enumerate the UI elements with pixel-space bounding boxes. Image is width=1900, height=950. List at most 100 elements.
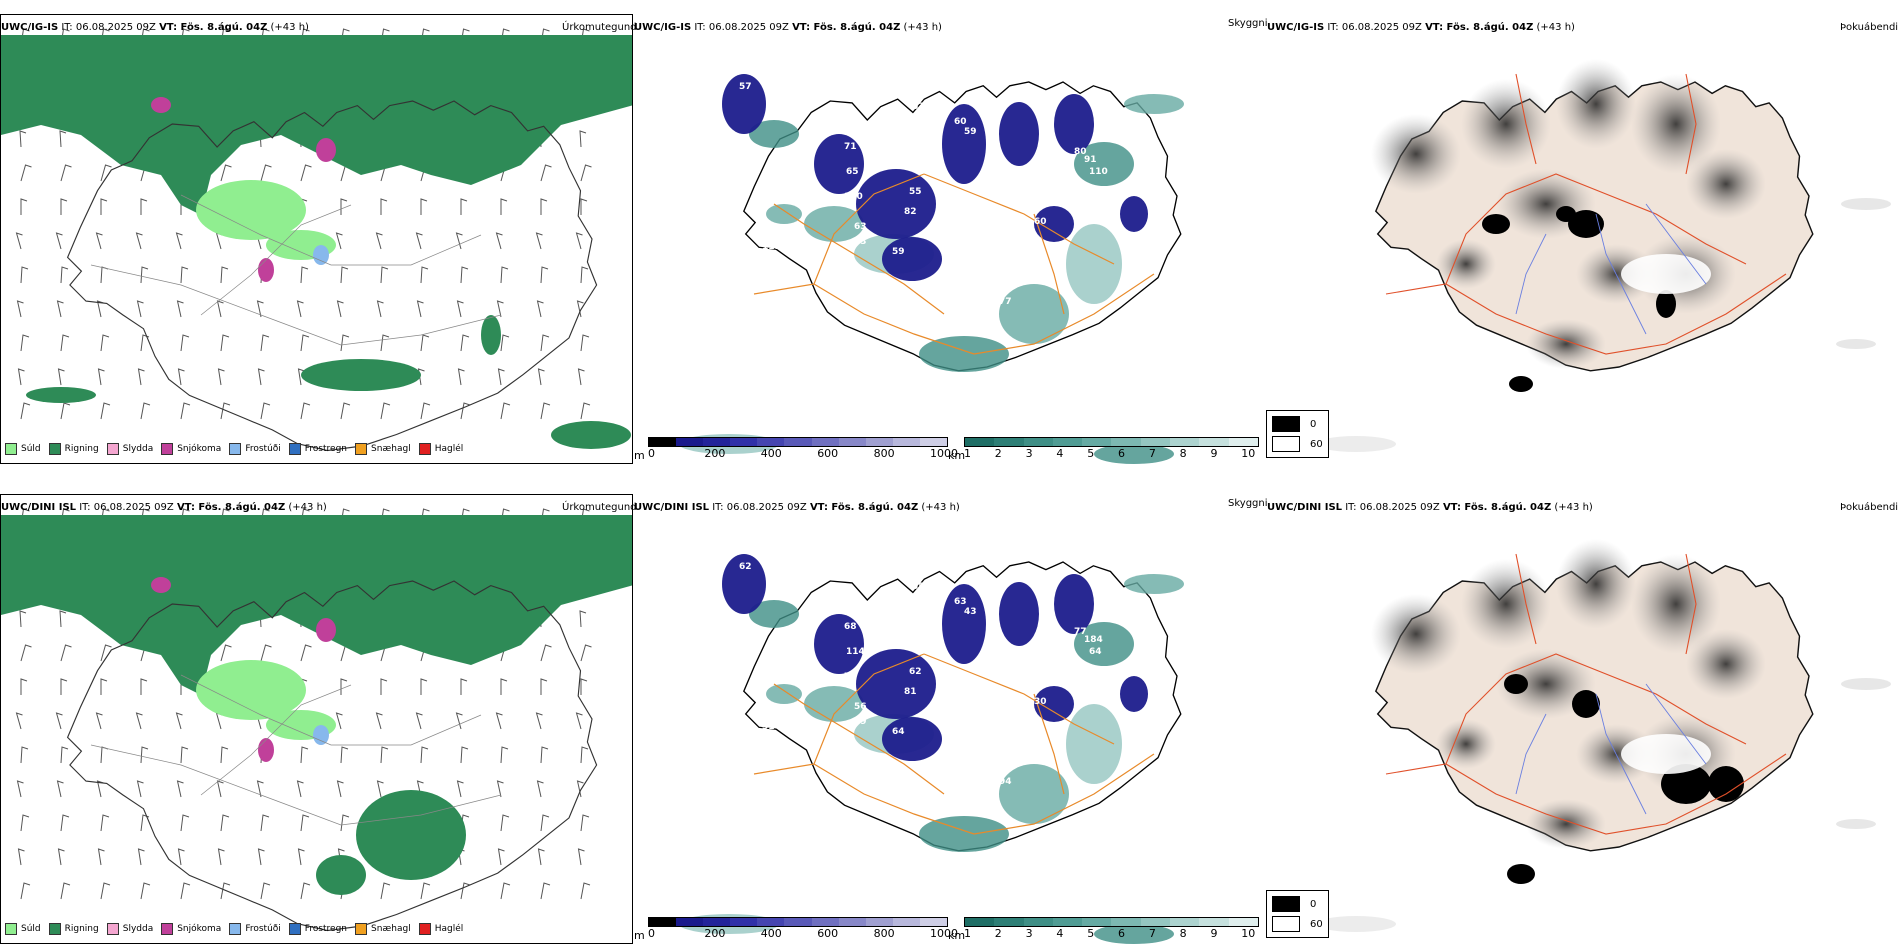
low-cloud-area (1054, 94, 1094, 154)
low-visibility-area (1074, 622, 1134, 666)
legend-label: Súld (21, 924, 41, 934)
legend-item: Slydda (106, 923, 153, 935)
fog-area (1436, 239, 1496, 289)
low-visibility-area (919, 816, 1009, 852)
dense-fog-area (1572, 690, 1600, 718)
precip-title-bottom: Úrkomutegund (562, 502, 637, 513)
fog-area (1631, 74, 1721, 174)
visibility-strip-bottom (964, 917, 1259, 927)
cloud-base-value: 63 (854, 222, 867, 232)
cloud-base-value: 77 (1074, 627, 1087, 637)
legend-label: Snjókoma (177, 444, 222, 454)
cloud-base-value: 44 (904, 135, 917, 145)
low-cloud-area (722, 74, 766, 134)
glacier-area (1621, 254, 1711, 294)
fog-area (1436, 719, 1496, 769)
cloudbase-unit-top: m (634, 449, 645, 462)
colorbar-tick: 8 (1179, 927, 1187, 940)
cloud-base-value: 76 (844, 672, 857, 682)
colorbar-step (892, 438, 920, 446)
cloud-base-value: 55 (924, 387, 937, 397)
fog-map-top (1316, 59, 1891, 452)
legend-label: Haglél (434, 924, 464, 934)
fog-area (1526, 319, 1606, 369)
fog-wisp (1316, 436, 1396, 452)
colorbar-step (865, 438, 893, 446)
colorbar-tick: 4 (1056, 927, 1064, 940)
cloud-base-value: 63 (954, 597, 967, 607)
visibility-strip-top (964, 437, 1259, 447)
cloudbase-strip-bottom (648, 917, 948, 927)
road-network (753, 653, 1155, 835)
cloud-base-value: 70 (1009, 245, 1022, 255)
colorbar-tick: 6 (1118, 927, 1126, 940)
legend-item: Rigning (48, 923, 99, 935)
fog-area (1631, 554, 1721, 654)
cloud-base-value: 94 (999, 777, 1012, 787)
fog-map-bottom (1316, 539, 1891, 932)
fog-area (1461, 559, 1551, 649)
colorbar-tick: 800 (873, 927, 895, 940)
cloud-base-value: 96 (924, 287, 937, 297)
fog-low-swatch (1272, 416, 1300, 432)
cloud-base-value: 62 (909, 667, 922, 677)
iceland-landmass (66, 100, 598, 452)
river-network (1515, 683, 1707, 815)
colorbar-tick: 9 (1210, 447, 1218, 460)
cloud-base-value: 68 (844, 622, 857, 632)
colorbar-step (703, 918, 731, 926)
fog-high-swatch (1272, 916, 1300, 932)
low-visibility-area (766, 684, 802, 704)
low-cloud-area (856, 169, 936, 239)
low-visibility-area (919, 336, 1009, 372)
colorbar-step (1228, 438, 1258, 446)
cloud-base-value: 63 (912, 102, 925, 112)
low-cloud-area (1034, 686, 1074, 722)
low-visibility-area (766, 204, 802, 224)
low-cloud-area (942, 104, 986, 184)
cloud-base-value: 65 (984, 327, 997, 337)
road-network (753, 173, 1155, 355)
colorbar-tick: 5 (1087, 927, 1095, 940)
dense-fog-area (1568, 210, 1604, 238)
snow-area (258, 738, 274, 762)
colorbar-tick: 6 (1118, 447, 1126, 460)
cloud-title-bottom: Skyggni (1228, 498, 1268, 509)
cloud-base-value: 60 (954, 117, 967, 127)
legend-label: Haglél (434, 444, 464, 454)
cloud-base-value: 43 (964, 607, 977, 617)
precip-map-top (1, 28, 632, 452)
cloud-base-value: 70 (902, 599, 915, 609)
legend-swatch (418, 923, 431, 935)
cloud-base-value: 119 (762, 242, 781, 252)
rain-area (26, 387, 96, 403)
legend-item: Frostúði (229, 443, 281, 455)
cloud-panel-bottom: 62 60 71 68 70 94 55 63 43 66 77 184 64 114 76 62 81 28 16… (634, 494, 1264, 944)
legend-item: Slydda (106, 443, 153, 455)
visibility-unit-top: km (948, 449, 966, 462)
legend-swatch (288, 923, 301, 935)
cloud-base-value: 55 (912, 582, 925, 592)
cloudbase-colorbar-top: 0 200 400 600 800 1000 m (634, 437, 958, 462)
cloud-base-value: 60 (1034, 217, 1047, 227)
terrain-shading (1371, 59, 1766, 369)
visibility-unit-bottom: km (948, 929, 966, 942)
colorbar-step (649, 438, 677, 446)
cloud-base-value: 66 (774, 227, 787, 237)
fog-wisp (1841, 198, 1891, 210)
fog-panel-top (1266, 14, 1900, 464)
colorbar-tick: 1 (964, 927, 971, 940)
colorbar-step (676, 438, 704, 446)
low-visibility-area (1094, 924, 1174, 944)
colorbar-step (994, 438, 1024, 446)
colorbar-step (1111, 438, 1141, 446)
rain-area (356, 790, 466, 880)
colorbar-step (757, 918, 785, 926)
cloud-base-value: 30 (1034, 697, 1047, 707)
fog-low-swatch (1272, 896, 1300, 912)
fog-header-bottom: UWC/DINI ISL IT: 06.08.2025 09Z VT: Fös.… (1267, 502, 1593, 513)
legend-label: Frostregn (304, 924, 348, 934)
road-network (1385, 73, 1787, 355)
